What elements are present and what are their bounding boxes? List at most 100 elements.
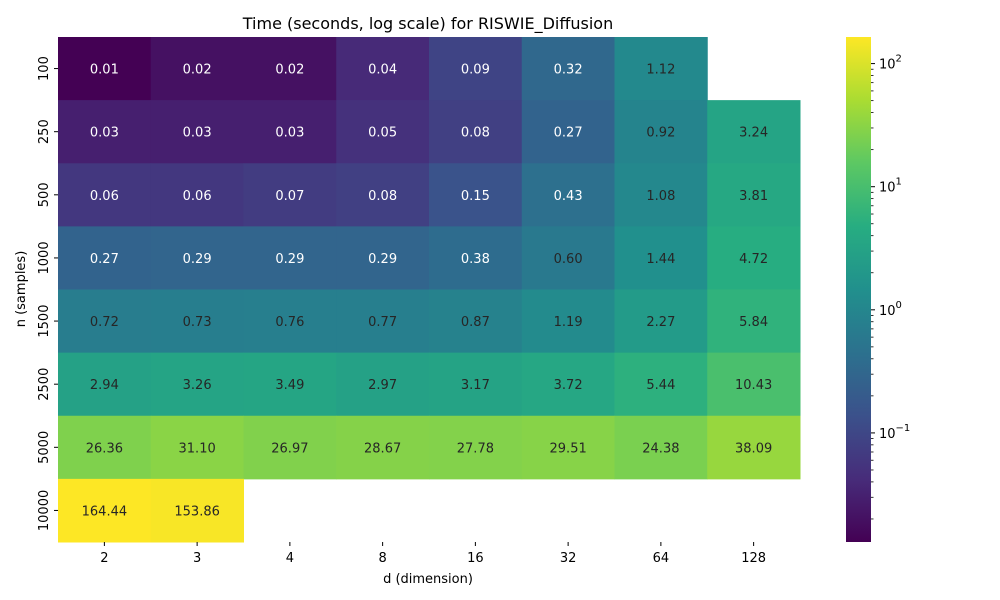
cell-value-label: 1.44 <box>646 252 675 267</box>
cell-value-label: 2.94 <box>90 378 119 393</box>
cell-value-label: 153.86 <box>174 504 220 519</box>
cell-value-label: 0.01 <box>90 63 119 78</box>
heatmap-cell <box>58 226 152 290</box>
heatmap-cell <box>336 37 430 101</box>
colorbar-tick-label: 10−1 <box>879 423 910 442</box>
cell-value-label: 0.87 <box>461 315 490 330</box>
y-tick-label: 100 <box>37 56 52 81</box>
cell-value-label: 0.92 <box>646 126 675 141</box>
cell-value-label: 0.06 <box>183 189 212 204</box>
heatmap-cell <box>707 352 801 417</box>
cell-value-label: 4.72 <box>739 252 768 267</box>
cell-value-label: 0.07 <box>275 189 304 204</box>
cell-value-label: 0.02 <box>183 63 212 78</box>
cell-value-label: 10.43 <box>735 378 772 393</box>
heatmap-cell <box>707 226 801 290</box>
heatmap-cell <box>336 352 430 417</box>
cell-value-label: 0.29 <box>368 252 397 267</box>
cell-value-label: 0.08 <box>461 126 490 141</box>
heatmap-cell <box>150 415 244 480</box>
heatmap-cell <box>614 100 708 164</box>
cell-value-label: 0.38 <box>461 252 490 267</box>
y-tick-label: 2500 <box>37 368 52 401</box>
heatmap-cell <box>336 415 430 480</box>
heatmap-cell <box>521 352 615 417</box>
cell-value-label: 3.17 <box>461 378 490 393</box>
cell-value-label: 3.81 <box>739 189 768 204</box>
x-tick-label: 128 <box>741 551 766 566</box>
cell-value-label: 0.03 <box>183 126 212 141</box>
y-axis-ticks: 100 250 500 1000 1500 2500 5000 10000 <box>37 56 58 531</box>
cell-value-label: 0.03 <box>275 126 304 141</box>
cell-value-label: 29.51 <box>550 441 587 456</box>
heatmap-cell <box>58 478 152 543</box>
y-tick-label: 250 <box>37 119 52 144</box>
cell-value-label: 0.06 <box>90 189 119 204</box>
cell-value-label: 2.27 <box>646 315 675 330</box>
colorbar-tick-label: 100 <box>879 300 902 319</box>
cell-value-label: 0.27 <box>554 126 583 141</box>
cell-value-label: 1.08 <box>646 189 675 204</box>
y-tick-label: 10000 <box>37 490 52 531</box>
heatmap-cell <box>58 415 152 480</box>
cell-value-label: 0.60 <box>554 252 583 267</box>
heatmap-cell <box>243 352 337 417</box>
cell-value-label: 5.84 <box>739 315 768 330</box>
colorbar-gradient <box>846 37 871 542</box>
y-tick-label: 500 <box>37 182 52 207</box>
cell-value-label: 5.44 <box>646 378 675 393</box>
heatmap-cell <box>150 163 244 227</box>
cell-value-label: 0.73 <box>183 315 212 330</box>
heatmap-cell <box>243 100 337 164</box>
cell-value-label: 28.67 <box>364 441 401 456</box>
cell-value-label: 0.04 <box>368 63 397 78</box>
cell-value-label: 26.36 <box>86 441 123 456</box>
heatmap-cell <box>58 37 152 101</box>
heatmap-cell <box>429 226 523 290</box>
heatmap-cell <box>707 100 801 164</box>
cell-value-label: 0.29 <box>275 252 304 267</box>
heatmap-cell <box>429 37 523 101</box>
heatmap-cell <box>58 352 152 417</box>
heatmap-cell <box>429 163 523 227</box>
heatmap-cell <box>707 163 801 227</box>
heatmap-cell <box>707 289 801 354</box>
colorbar-tick-label: 102 <box>879 54 902 73</box>
cell-value-label: 0.03 <box>90 126 119 141</box>
x-tick-label: 2 <box>100 551 108 566</box>
cell-value-label: 1.12 <box>646 63 675 78</box>
heatmap-cell <box>150 100 244 164</box>
heatmap-cell <box>521 100 615 164</box>
heatmap-cell <box>243 163 337 227</box>
heatmap-cell <box>243 415 337 480</box>
cell-value-label: 26.97 <box>271 441 308 456</box>
heatmap-cell <box>521 37 615 101</box>
heatmap-cell <box>150 226 244 290</box>
heatmap-cell <box>58 163 152 227</box>
cell-value-label: 3.26 <box>183 378 212 393</box>
heatmap-cell <box>614 163 708 227</box>
heatmap-cell <box>150 478 244 543</box>
heatmap-cell <box>614 352 708 417</box>
heatmap-cell <box>243 37 337 101</box>
heatmap-cell <box>150 289 244 354</box>
cell-value-label: 0.43 <box>554 189 583 204</box>
heatmap-cell <box>521 163 615 227</box>
heatmap-cell <box>58 289 152 354</box>
heatmap-cell <box>429 352 523 417</box>
cell-value-label: 2.97 <box>368 378 397 393</box>
heatmap-cell <box>521 415 615 480</box>
heatmap-cell <box>614 415 708 480</box>
cell-value-label: 0.15 <box>461 189 490 204</box>
y-tick-label: 5000 <box>37 431 52 464</box>
y-tick-label: 1500 <box>37 305 52 338</box>
chart-title: Time (seconds, log scale) for RISWIE_Dif… <box>242 14 613 34</box>
heatmap-cell <box>614 289 708 354</box>
x-tick-label: 8 <box>378 551 386 566</box>
colorbar-ticks: 10−1 100 101 102 <box>871 54 910 520</box>
heatmap-cell <box>521 289 615 354</box>
cell-value-label: 3.49 <box>275 378 304 393</box>
cell-value-label: 0.32 <box>554 63 583 78</box>
cell-value-label: 0.09 <box>461 63 490 78</box>
